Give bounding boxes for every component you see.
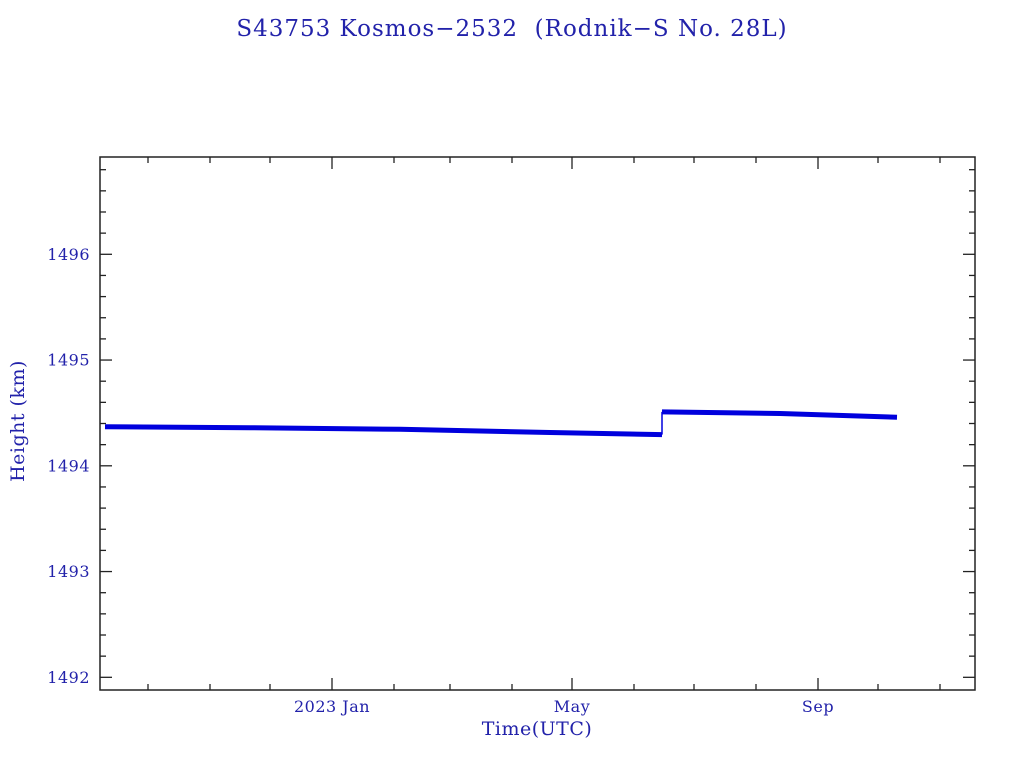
y-tick-label: 1494: [47, 456, 90, 475]
x-tick-label: May: [554, 697, 590, 716]
y-tick-label: 1495: [47, 351, 90, 370]
y-axis-label: Height (km): [7, 360, 29, 482]
plot-frame: [99, 156, 976, 691]
x-tick-label: 2023 Jan: [294, 697, 370, 716]
y-tick-label: 1492: [47, 668, 90, 687]
x-tick-label: Sep: [802, 697, 834, 716]
height-pre-maneuver: [104, 424, 663, 438]
chart-title: S43753 Kosmos−2532 (Rodnik−S No. 28L): [236, 16, 788, 42]
y-tick-label: 1493: [47, 562, 90, 581]
x-axis-label: Time(UTC): [481, 718, 593, 740]
y-tick-label: 1496: [47, 245, 90, 264]
height-post-maneuver: [661, 409, 898, 420]
